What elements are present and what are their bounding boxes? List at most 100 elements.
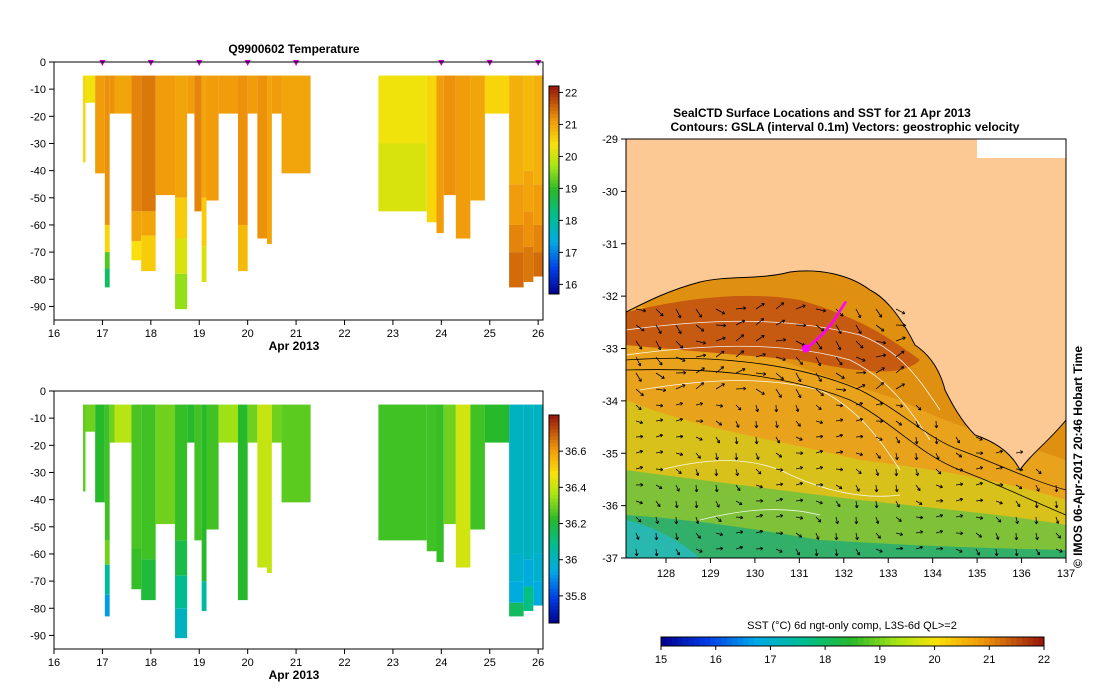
velocity-vector: [695, 382, 704, 390]
map-title: SealCTD Surface Locations and SST for 21…: [673, 106, 971, 120]
section-cell: [281, 404, 311, 503]
velocity-vector: [855, 418, 863, 422]
velocity-vector-head: [722, 336, 726, 341]
velocity-vector-head: [761, 303, 765, 307]
map-nodata-corner: [977, 139, 1066, 158]
colorbar-swatch: [549, 609, 559, 614]
velocity-vector: [735, 420, 739, 428]
velocity-vector: [695, 340, 706, 344]
x-tick-label: 22: [338, 657, 350, 669]
velocity-vector-head: [759, 513, 764, 518]
section-cell: [509, 184, 524, 225]
velocity-vector: [855, 308, 861, 319]
velocity-vector: [895, 484, 898, 492]
velocity-vector: [735, 404, 742, 411]
colorbar-swatch: [549, 200, 559, 205]
velocity-vector-head: [720, 546, 724, 551]
velocity-vector-head: [682, 384, 686, 388]
colorbar-swatch: [549, 449, 559, 454]
colorbar-swatch: [549, 467, 559, 471]
velocity-vector: [835, 468, 843, 471]
velocity-vector: [655, 419, 663, 422]
velocity-vector: [735, 531, 743, 534]
colorbar-swatch: [549, 501, 559, 506]
colorbar-swatch: [549, 86, 559, 90]
velocity-vector-head: [855, 536, 859, 541]
velocity-vector-head: [739, 530, 744, 534]
velocity-vector-head: [980, 498, 984, 503]
section-cell: [247, 75, 258, 114]
x-tick-label: 26: [532, 657, 544, 669]
velocity-vector: [935, 436, 938, 444]
velocity-vector-head: [800, 451, 804, 456]
velocity-vector-head: [721, 383, 725, 387]
section-cell: [267, 404, 272, 573]
sst-colorbar-swatch: [726, 637, 733, 646]
section-cell: [470, 75, 485, 201]
velocity-vector-head: [1019, 450, 1024, 455]
velocity-vector-head: [818, 406, 822, 410]
section-cell: [141, 559, 156, 601]
velocity-vector-head: [898, 518, 902, 522]
velocity-vector: [775, 356, 786, 361]
velocity-vector-head: [676, 552, 680, 556]
velocity-vector: [895, 420, 902, 426]
temperature-xlabel: Apr 2013: [269, 339, 320, 353]
x-tick-label: 25: [484, 328, 496, 340]
velocity-vector: [795, 482, 803, 486]
velocity-vector: [675, 324, 682, 334]
velocity-vector: [835, 434, 843, 438]
velocity-vector-head: [799, 481, 803, 486]
velocity-vector: [895, 547, 904, 550]
velocity-vector: [775, 319, 785, 326]
velocity-vector-head: [714, 488, 719, 493]
velocity-vector-head: [759, 484, 763, 489]
velocity-vector-head: [755, 456, 760, 460]
map-y-tick-label: -30: [602, 186, 618, 198]
temperature-title: Q9900602 Temperature: [228, 42, 360, 56]
colorbar-frame: [548, 414, 560, 624]
section-cell: [509, 581, 524, 603]
velocity-vector: [695, 324, 705, 332]
velocity-vector: [895, 350, 905, 358]
colorbar-swatch: [549, 442, 559, 447]
velocity-vector-head: [843, 388, 847, 392]
velocity-vector-head: [1014, 553, 1019, 557]
velocity-vector-head: [838, 330, 842, 334]
velocity-vector: [815, 466, 823, 470]
section-cell: [104, 594, 110, 617]
section-cell: [175, 404, 188, 541]
velocity-vector: [755, 372, 766, 375]
velocity-vector-head: [979, 516, 984, 520]
velocity-vector: [695, 354, 706, 358]
sst-colorbar-swatch: [847, 637, 853, 646]
sst-colorbar-swatch: [1022, 637, 1029, 646]
section-cell: [523, 75, 534, 171]
velocity-vector-head: [778, 394, 782, 398]
velocity-vector-head: [1038, 470, 1042, 475]
velocity-vector: [875, 403, 883, 406]
map-x-tick-label: 136: [1012, 568, 1030, 580]
velocity-vector-head: [678, 470, 682, 474]
velocity-vector-head: [903, 323, 907, 328]
velocity-vector-head: [999, 449, 1004, 454]
velocity-vector: [1055, 516, 1059, 524]
velocity-vector: [855, 516, 857, 525]
section-cell: [206, 404, 219, 530]
colorbar-swatch: [549, 571, 559, 575]
velocity-vector: [855, 548, 860, 556]
velocity-vector-head: [723, 323, 727, 328]
velocity-vector-head: [640, 392, 644, 397]
sst-colorbar-swatch: [764, 637, 771, 646]
velocity-vector-head: [919, 530, 924, 534]
velocity-vector-head: [917, 407, 922, 411]
velocity-vector-head: [1014, 537, 1019, 541]
temperature-plot-frame: [53, 61, 544, 321]
sst-colorbar-swatch: [852, 637, 859, 646]
velocity-vector: [675, 548, 680, 556]
velocity-vector-head: [740, 350, 745, 354]
temperature-colorbar: 16 17 18 19 20 21 22: [548, 85, 577, 295]
y-tick-label: -30: [30, 467, 46, 479]
velocity-vector-head: [740, 515, 744, 520]
velocity-vector-head: [680, 434, 684, 439]
